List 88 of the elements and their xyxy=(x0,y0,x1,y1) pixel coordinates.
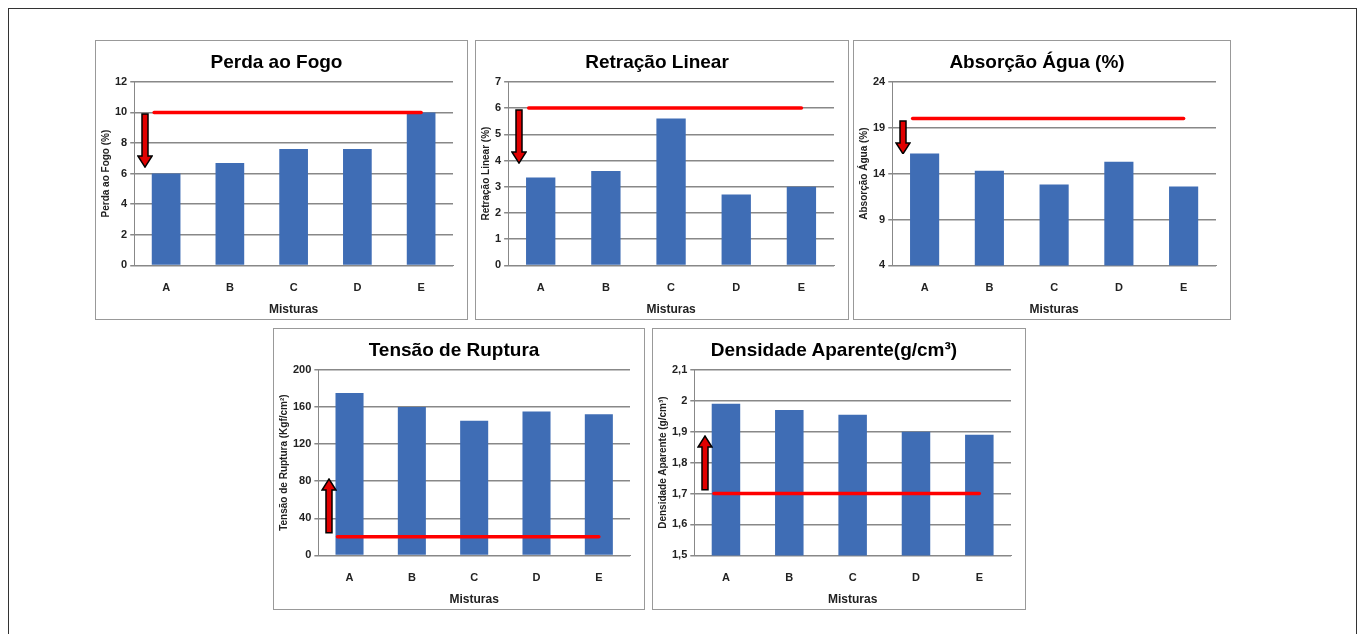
x-tick-label: B xyxy=(601,281,610,294)
x-axis-title: Misturas xyxy=(449,592,500,607)
bar xyxy=(522,411,551,555)
x-tick-label: A xyxy=(345,571,354,584)
x-tick-label: E xyxy=(595,571,603,584)
y-tick-label: 160 xyxy=(292,399,312,412)
bar xyxy=(335,393,364,555)
x-axis-title: Misturas xyxy=(646,302,697,317)
x-tick-label: E xyxy=(797,281,806,294)
y-tick-label: 8 xyxy=(121,136,128,149)
x-tick-label: A xyxy=(536,281,545,294)
x-tick-label: B xyxy=(225,281,234,294)
y-tick-label: 80 xyxy=(299,474,312,487)
bar xyxy=(721,194,751,265)
y-axis-title: Perda ao Fogo (%) xyxy=(99,129,111,218)
x-tick-label: D xyxy=(532,571,541,584)
y-tick-label: 12 xyxy=(114,74,128,87)
x-tick-label: A xyxy=(162,281,171,294)
bar xyxy=(343,149,372,265)
bar xyxy=(215,162,245,265)
y-tick-label: 0 xyxy=(494,258,502,271)
y-axis-title: Tensão de Ruptura (Kgf/cm²) xyxy=(277,394,289,531)
y-tick-label: 1 xyxy=(494,232,502,245)
x-axis-title: Misturas xyxy=(1029,302,1080,317)
x-tick-label: E xyxy=(975,571,983,584)
x-tick-label: B xyxy=(985,281,994,294)
x-tick-label: D xyxy=(353,281,362,294)
y-tick-label: 14 xyxy=(872,166,887,179)
bar xyxy=(151,173,181,265)
x-tick-label: D xyxy=(732,281,741,294)
y-tick-label: 5 xyxy=(494,127,502,140)
bar xyxy=(406,112,436,265)
y-tick-label: 1,8 xyxy=(671,455,688,468)
y-tick-label: 4 xyxy=(879,258,887,271)
y-tick-label: 4 xyxy=(121,197,129,210)
x-tick-label: C xyxy=(470,571,479,584)
x-tick-label: C xyxy=(667,281,676,294)
y-tick-label: 2 xyxy=(681,393,688,406)
bar xyxy=(460,420,489,555)
bar xyxy=(786,186,817,265)
x-tick-label: E xyxy=(417,281,425,294)
y-tick-label: 10 xyxy=(114,105,128,118)
y-tick-label: 2 xyxy=(494,205,502,218)
y-axis-title: Absorção Água (%) xyxy=(856,127,869,220)
bar xyxy=(526,177,556,265)
y-tick-label: 40 xyxy=(299,511,312,524)
x-tick-label: B xyxy=(407,571,416,584)
y-tick-label: 1,7 xyxy=(671,486,688,499)
y-tick-label: 9 xyxy=(879,212,886,225)
x-tick-label: C xyxy=(848,571,857,584)
y-tick-label: 1,9 xyxy=(671,424,688,437)
x-axis-title: Misturas xyxy=(268,302,319,317)
chart-title: Retração Linear xyxy=(585,50,730,72)
chart-title: Absorção Água (%) xyxy=(949,50,1125,72)
y-tick-label: 0 xyxy=(121,258,128,271)
x-tick-label: B xyxy=(785,571,794,584)
y-axis-title: Densidade Aparente (g/cm³) xyxy=(656,396,668,529)
y-tick-label: 24 xyxy=(872,74,887,87)
y-tick-label: 6 xyxy=(494,101,502,114)
y-tick-label: 120 xyxy=(292,437,312,450)
x-tick-label: E xyxy=(1179,281,1188,294)
y-tick-label: 2 xyxy=(121,227,128,240)
x-tick-label: D xyxy=(912,571,921,584)
bar xyxy=(279,149,308,265)
y-tick-label: 6 xyxy=(121,166,128,179)
y-tick-label: 7 xyxy=(494,74,502,87)
y-tick-label: 2,1 xyxy=(671,362,688,375)
y-tick-label: 1,5 xyxy=(671,548,688,561)
y-tick-label: 0 xyxy=(305,548,312,561)
x-axis-title: Misturas xyxy=(827,592,878,607)
x-tick-label: A xyxy=(721,571,730,584)
y-axis-title: Retração Linear (%) xyxy=(479,126,491,221)
bar xyxy=(397,406,426,555)
x-tick-label: C xyxy=(1050,281,1059,294)
bar xyxy=(656,118,686,265)
y-tick-label: 200 xyxy=(292,362,312,375)
y-tick-label: 3 xyxy=(494,179,502,192)
chart-title: Perda ao Fogo xyxy=(210,50,343,72)
y-tick-label: 4 xyxy=(494,153,502,166)
y-tick-label: 19 xyxy=(872,120,886,133)
bar xyxy=(584,414,613,555)
bar xyxy=(591,170,621,265)
x-tick-label: C xyxy=(289,281,298,294)
x-tick-label: D xyxy=(1114,281,1123,294)
chart-title: Densidade Aparente(g/cm³) xyxy=(710,338,958,360)
x-tick-label: A xyxy=(920,281,929,294)
chart-title: Tensão de Ruptura xyxy=(368,338,540,360)
y-tick-label: 1,6 xyxy=(671,517,688,530)
